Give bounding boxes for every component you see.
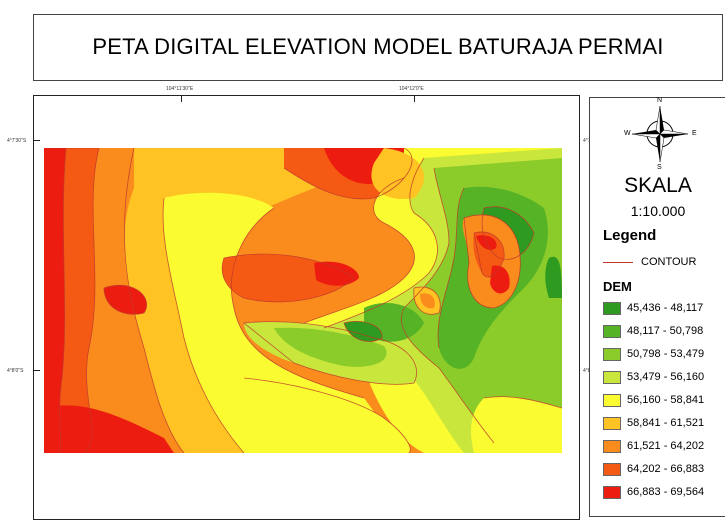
contour-line [221, 253, 355, 303]
map-frame: 104°11'30"E 104°12'0"E 4°7'30"S 4°8'0"S … [7, 86, 602, 520]
legend-swatch [603, 439, 621, 453]
contour-line [437, 187, 465, 349]
contour-line [103, 284, 147, 315]
dem-zone [104, 285, 147, 315]
legend-label: 45,436 - 48,117 [627, 302, 704, 314]
legend-label: 56,160 - 58,841 [627, 394, 705, 406]
legend-dem-item: 50,798 - 53,479 [603, 346, 704, 362]
legend-dem-item: 58,841 - 61,521 [603, 415, 704, 431]
contour-line [483, 396, 562, 409]
dem-zone [163, 192, 404, 453]
dem-zone [344, 321, 383, 342]
contour-line [323, 157, 438, 329]
legend-label: 50,798 - 53,479 [627, 348, 705, 360]
title-box: PETA DIGITAL ELEVATION MODEL BATURAJA PE… [33, 14, 723, 81]
legend-dem-item: 56,160 - 58,841 [603, 392, 704, 408]
legend-swatch [603, 462, 621, 476]
tick-mark [34, 140, 40, 141]
contour-line [243, 377, 411, 453]
scale-value: 1:10.000 [630, 203, 686, 219]
dem-zone [44, 405, 174, 453]
scale-title: SKALA [624, 174, 692, 197]
dem-zone [371, 148, 424, 199]
tick-mark [181, 96, 182, 102]
contour-line [463, 214, 521, 309]
contour-line [242, 321, 417, 385]
legend-swatch [603, 324, 621, 338]
legend-contour-item: CONTOUR [603, 256, 696, 268]
legend-dem-item: 48,117 - 50,798 [603, 323, 703, 339]
legend-swatch [603, 370, 621, 384]
legend-swatch [603, 301, 621, 315]
dem-zone [44, 148, 66, 453]
grid-label-lat-1: 4°7'30"S [7, 138, 27, 144]
dem-zone [420, 293, 435, 309]
legend-dem-item: 45,436 - 48,117 [603, 300, 703, 316]
legend-label: 61,521 - 64,202 [627, 440, 705, 452]
legend-dem-item: 61,521 - 64,202 [603, 438, 704, 454]
contour-line [58, 148, 67, 453]
dem-zone [242, 378, 411, 453]
tick-mark [34, 370, 40, 371]
dem-raster [44, 148, 562, 453]
legend-swatch [603, 485, 621, 499]
dem-zone [490, 265, 510, 294]
legend-dem-item: 53,479 - 56,160 [603, 369, 704, 385]
contour-line [283, 148, 413, 200]
dem-zone [314, 261, 359, 286]
dem-title: DEM [603, 279, 632, 294]
tick-mark [414, 96, 415, 102]
contour-line [44, 148, 100, 453]
contour-line [473, 231, 505, 278]
contour-line [123, 148, 185, 453]
north-label: N [657, 97, 663, 104]
grid-label-lon-2: 104°12'0"E [399, 86, 424, 92]
legend-label: 48,117 - 50,798 [627, 325, 704, 337]
north-arrow-icon [631, 105, 689, 163]
contour-line [303, 177, 415, 324]
contour-line [401, 167, 495, 444]
contour-line [231, 207, 365, 399]
contour-line [481, 206, 535, 260]
legend-swatch [603, 393, 621, 407]
legend-swatch [603, 416, 621, 430]
grid-label-lat-2: 4°8'0"S [7, 368, 24, 374]
west-label: W [624, 130, 631, 137]
legend-dem-item: 66,883 - 69,564 [603, 484, 704, 500]
south-label: S [657, 164, 662, 171]
legend-label: 66,883 - 69,564 [627, 486, 705, 498]
legend-dem-item: 64,202 - 66,883 [603, 461, 704, 477]
legend-label: 64,202 - 66,883 [627, 463, 705, 475]
contour-line-symbol [603, 261, 633, 263]
east-label: E [692, 130, 697, 137]
legend-title: Legend [603, 227, 657, 244]
legend-panel: N S W E SKALA 1:10.000 Legend CONTOUR DE… [589, 97, 725, 517]
dem-zone [545, 256, 562, 298]
contour-line [413, 286, 441, 315]
legend-label: 58,841 - 61,521 [627, 417, 705, 429]
contour-label: CONTOUR [641, 256, 697, 268]
contour-line [162, 197, 245, 453]
dem-zone [471, 396, 562, 453]
legend-label: 53,479 - 56,160 [627, 371, 705, 383]
legend-swatch [603, 347, 621, 361]
contour-line [343, 321, 383, 342]
map-title: PETA DIGITAL ELEVATION MODEL BATURAJA PE… [92, 34, 664, 59]
grid-label-lon-1: 104°11'30"E [166, 86, 194, 92]
